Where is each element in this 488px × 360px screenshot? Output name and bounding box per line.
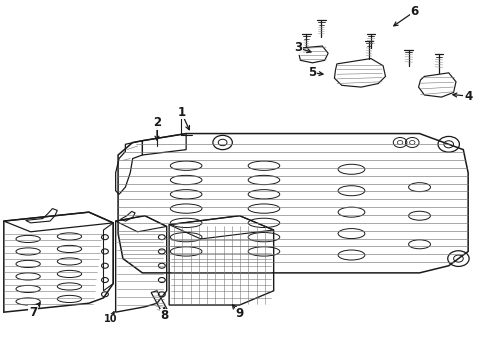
Text: 3: 3 bbox=[293, 41, 302, 54]
Text: 6: 6 bbox=[410, 5, 418, 18]
Text: 4: 4 bbox=[463, 90, 471, 103]
Text: 9: 9 bbox=[235, 307, 243, 320]
Text: 7: 7 bbox=[29, 306, 37, 319]
Text: 8: 8 bbox=[160, 309, 168, 322]
Text: 5: 5 bbox=[308, 66, 316, 79]
Text: 1: 1 bbox=[177, 105, 185, 119]
Text: 2: 2 bbox=[153, 116, 161, 129]
Text: 10: 10 bbox=[104, 314, 117, 324]
